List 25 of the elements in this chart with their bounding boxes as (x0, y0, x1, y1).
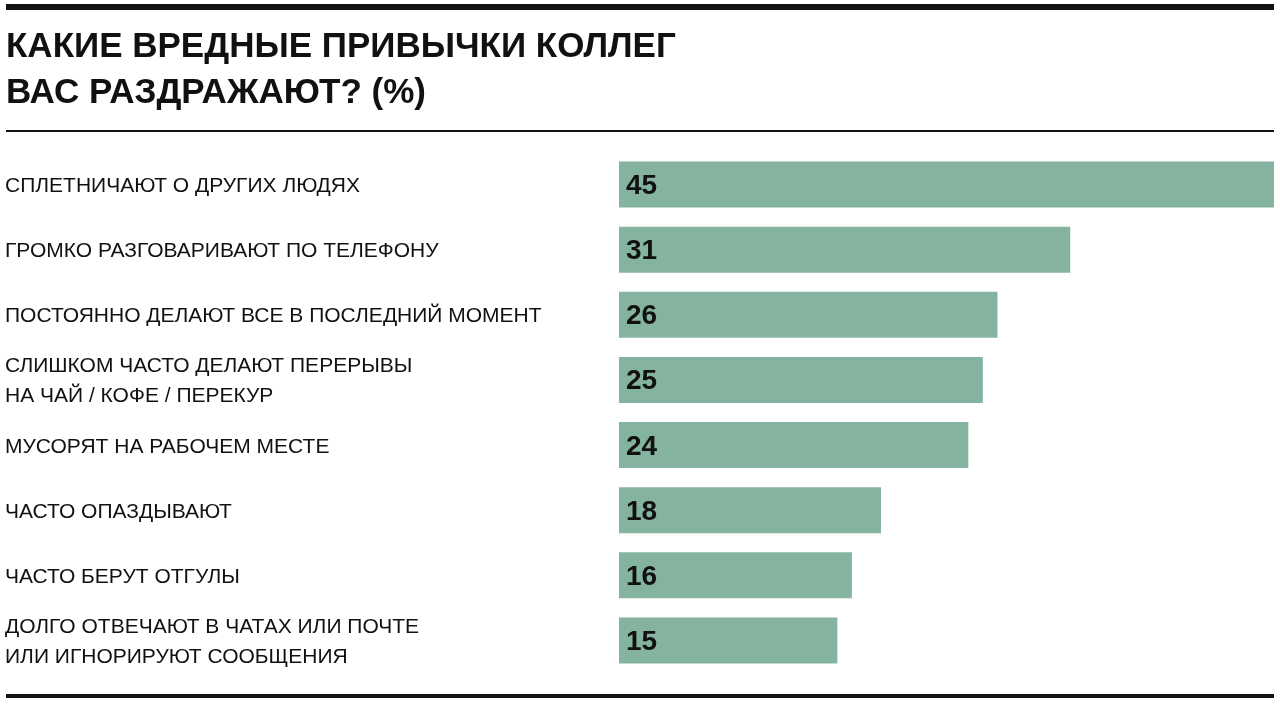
bar (619, 617, 838, 664)
bar (619, 291, 998, 338)
y-tick-label: МУСОРЯТ НА РАБОЧЕМ МЕСТЕ (5, 433, 330, 457)
data-label: 31 (626, 234, 658, 266)
bar (619, 422, 969, 469)
y-tick-label: ГРОМКО РАЗГОВАРИВАЮТ ПО ТЕЛЕФОНУ (5, 238, 440, 262)
chart-title: КАКИЕ ВРЕДНЫЕ ПРИВЫЧКИ КОЛЛЕГ ВАС РАЗДРАЖАЮТ? (%) (6, 24, 676, 112)
bar (619, 356, 983, 403)
y-tick-label: СЛИШКОМ ЧАСТО ДЕЛАЮТ ПЕРЕРЫВЫ НА ЧАЙ / КОФЕ / ПЕРЕКУР (5, 353, 413, 407)
data-label: 15 (626, 624, 658, 656)
y-tick-label: ЧАСТО ОПАЗДЫВАЮТ (5, 498, 233, 522)
bar (619, 161, 1274, 208)
bar (619, 226, 1071, 273)
y-tick-label: ПОСТОЯННО ДЕЛАЮТ ВСЕ В ПОСЛЕДНИЙ МОМЕНТ (5, 303, 542, 327)
y-tick-label: ДОЛГО ОТВЕЧАЮТ В ЧАТАХ ИЛИ ПОЧТЕ ИЛИ ИГНОРИРУЮТ СООБЩЕНИЯ (5, 613, 420, 667)
y-tick-label: ЧАСТО БЕРУТ ОТГУЛЫ (5, 563, 240, 587)
y-tick-label: СПЛЕТНИЧАЮТ О ДРУГИХ ЛЮДЯХ (5, 173, 360, 197)
bar (619, 552, 852, 599)
data-label: 18 (626, 494, 658, 526)
data-label: 26 (626, 299, 658, 331)
data-label: 24 (626, 429, 658, 461)
data-label: 45 (626, 169, 658, 201)
data-label: 16 (626, 559, 658, 591)
bar (619, 487, 881, 534)
data-label: 25 (626, 364, 658, 396)
